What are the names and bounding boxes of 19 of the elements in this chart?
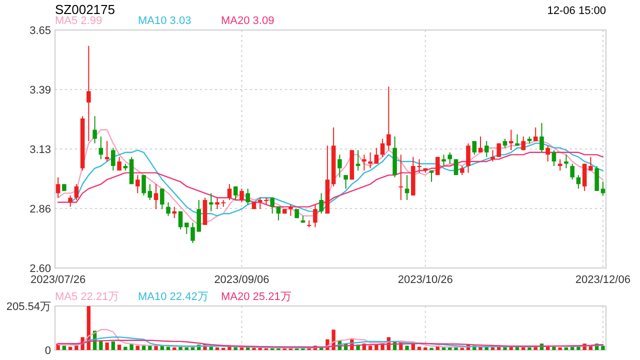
legend: MA20 25.21万 bbox=[221, 291, 292, 303]
ytick: 2.60 bbox=[30, 263, 51, 275]
annotation: 12-06 15:00 bbox=[547, 5, 606, 17]
ytick: 3.39 bbox=[30, 84, 51, 96]
legend: MA10 22.42万 bbox=[138, 291, 208, 303]
ytick: 205.54万 bbox=[6, 301, 51, 313]
ytick: 2.86 bbox=[30, 204, 51, 216]
title: SZ002175 bbox=[55, 2, 115, 17]
xtick: 2023/12/06 bbox=[575, 274, 630, 286]
ytick: 0 bbox=[44, 345, 51, 357]
xtick: 2023/10/26 bbox=[398, 274, 453, 286]
legend: MA20 3.09 bbox=[221, 15, 274, 27]
xtick: 2023/09/06 bbox=[214, 274, 270, 286]
legend: MA5 2.99 bbox=[55, 15, 102, 27]
legend: MA5 22.21万 bbox=[55, 291, 120, 303]
ytick: 3.65 bbox=[30, 25, 51, 37]
legend: MA10 3.03 bbox=[138, 15, 192, 27]
xtick: 2023/07/26 bbox=[30, 274, 86, 286]
ytick: 3.13 bbox=[30, 144, 51, 156]
